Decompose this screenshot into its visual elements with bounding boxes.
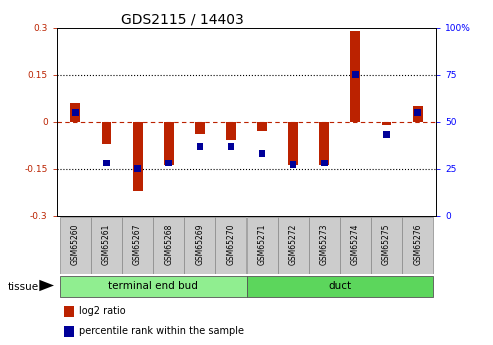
Bar bbox=[64, 306, 74, 317]
FancyBboxPatch shape bbox=[91, 217, 122, 274]
Text: log2 ratio: log2 ratio bbox=[79, 306, 126, 316]
Text: GSM65273: GSM65273 bbox=[320, 224, 329, 265]
Bar bbox=[257, 121, 267, 131]
Bar bbox=[351, 31, 360, 121]
Text: GSM65270: GSM65270 bbox=[226, 224, 236, 265]
Bar bbox=[102, 121, 111, 144]
Text: GSM65260: GSM65260 bbox=[71, 224, 80, 265]
FancyBboxPatch shape bbox=[184, 217, 215, 274]
Bar bbox=[319, 121, 329, 166]
FancyBboxPatch shape bbox=[153, 217, 184, 274]
Text: GSM65275: GSM65275 bbox=[382, 224, 391, 265]
Bar bbox=[382, 121, 391, 125]
Bar bbox=[133, 121, 142, 190]
Text: GSM65261: GSM65261 bbox=[102, 224, 111, 265]
Text: duct: duct bbox=[328, 281, 352, 291]
FancyBboxPatch shape bbox=[60, 276, 246, 297]
Bar bbox=[288, 121, 298, 166]
Bar bbox=[352, 71, 358, 78]
Bar bbox=[72, 109, 78, 116]
FancyBboxPatch shape bbox=[278, 217, 309, 274]
FancyBboxPatch shape bbox=[309, 217, 340, 274]
Bar bbox=[64, 326, 74, 337]
Bar bbox=[166, 159, 172, 166]
FancyBboxPatch shape bbox=[402, 217, 433, 274]
Bar bbox=[228, 142, 234, 149]
Text: GDS2115 / 14403: GDS2115 / 14403 bbox=[121, 12, 244, 26]
Text: GSM65274: GSM65274 bbox=[351, 224, 360, 265]
Text: GSM65268: GSM65268 bbox=[164, 224, 173, 265]
Text: percentile rank within the sample: percentile rank within the sample bbox=[79, 326, 245, 336]
Bar bbox=[197, 142, 203, 149]
Bar bbox=[290, 161, 296, 168]
Polygon shape bbox=[39, 280, 54, 291]
FancyBboxPatch shape bbox=[371, 217, 402, 274]
Text: tissue: tissue bbox=[7, 282, 38, 292]
Text: terminal end bud: terminal end bud bbox=[108, 281, 198, 291]
Bar bbox=[383, 131, 390, 138]
FancyBboxPatch shape bbox=[246, 276, 433, 297]
Text: GSM65276: GSM65276 bbox=[413, 224, 422, 265]
Text: GSM65271: GSM65271 bbox=[257, 224, 267, 265]
FancyBboxPatch shape bbox=[60, 217, 91, 274]
FancyBboxPatch shape bbox=[122, 217, 153, 274]
FancyBboxPatch shape bbox=[340, 217, 371, 274]
FancyBboxPatch shape bbox=[215, 217, 246, 274]
Bar bbox=[103, 159, 110, 166]
Bar bbox=[135, 165, 141, 172]
Bar bbox=[259, 150, 265, 157]
Bar bbox=[321, 159, 327, 166]
Text: GSM65272: GSM65272 bbox=[289, 224, 298, 265]
Text: GSM65267: GSM65267 bbox=[133, 224, 142, 265]
Bar bbox=[70, 103, 80, 121]
FancyBboxPatch shape bbox=[246, 217, 278, 274]
Bar bbox=[226, 121, 236, 140]
Bar bbox=[413, 106, 423, 121]
Text: GSM65269: GSM65269 bbox=[195, 224, 204, 265]
Bar bbox=[195, 121, 205, 134]
Bar bbox=[415, 109, 421, 116]
Bar bbox=[164, 121, 174, 166]
